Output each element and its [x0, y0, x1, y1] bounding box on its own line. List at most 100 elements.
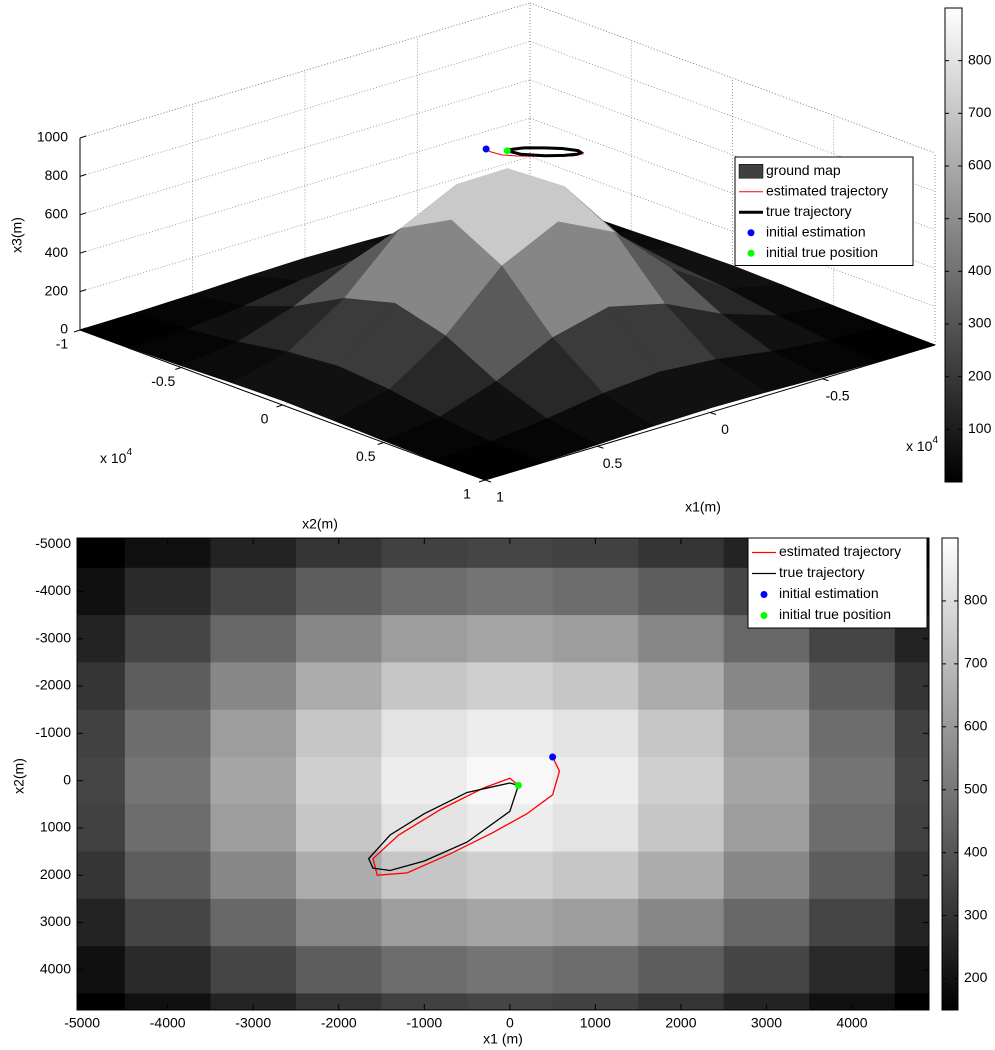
image-cell	[295, 804, 383, 853]
image-cell	[210, 662, 297, 711]
image-cell	[723, 946, 810, 994]
image-cell	[210, 756, 297, 805]
grid-line	[79, 2, 531, 139]
image-cell	[467, 709, 554, 758]
image-cell	[295, 946, 383, 994]
image-cell	[381, 662, 468, 711]
image-cell	[77, 615, 126, 663]
y-tick-label: 0.5	[356, 448, 376, 464]
y-tick-label: 4000	[40, 961, 71, 977]
image-cell	[210, 804, 297, 853]
x-tick-label: 0	[506, 1015, 514, 1031]
x-axis-label: x1(m)	[685, 499, 721, 515]
image-cell	[723, 709, 810, 758]
legend-swatch	[760, 612, 768, 619]
colorbar-tick-label: 800	[964, 592, 988, 608]
y-multiplier: x 104	[100, 447, 132, 466]
image-cell	[467, 898, 554, 947]
x-tick	[597, 445, 604, 449]
image-cell	[295, 993, 383, 1010]
image-cell	[210, 538, 297, 569]
image-cell	[809, 804, 896, 853]
image-cell	[638, 946, 725, 994]
legend-swatch	[738, 164, 764, 179]
x-tick-label: 3000	[751, 1015, 782, 1031]
x-tick-label: -3000	[235, 1015, 271, 1031]
colorbar	[944, 7, 963, 483]
point	[549, 753, 557, 761]
image-cell	[381, 756, 468, 805]
legend-box	[734, 156, 914, 266]
image-cell	[552, 538, 639, 569]
image-cell	[723, 851, 810, 900]
image-cell	[552, 709, 639, 758]
y-tick-label: 1000	[40, 819, 71, 835]
image-cell	[381, 946, 468, 994]
image-cell	[295, 615, 383, 663]
image-cell	[295, 898, 383, 947]
z-tick	[79, 135, 87, 139]
image-cell	[723, 756, 810, 805]
y-tick-label: 3000	[40, 913, 71, 929]
z-tick-label: 400	[45, 244, 69, 260]
colorbar	[941, 537, 959, 1011]
image-cell	[381, 993, 468, 1010]
image-cell	[77, 946, 126, 994]
image-cell	[381, 538, 468, 569]
z-tick-label: 1000	[37, 129, 68, 145]
y-tick-label: 1	[463, 486, 471, 502]
map-plot: -5000 -4000 -3000 -2000 -1000 0 1000 2000 3000 40…	[35, 535, 988, 1031]
z-tick-label: 800	[45, 167, 69, 183]
image-cell	[381, 567, 468, 616]
image-cell	[124, 756, 211, 805]
image-cell	[124, 993, 211, 1010]
legend-label: initial estimation	[766, 223, 866, 239]
surface-plot: -0.5 0 0.5 1 -1 -0.5 0 0.5 1 0 200 400 600 800 1000 100…	[37, 2, 992, 505]
trajectory	[367, 782, 520, 872]
image-cell	[124, 946, 211, 994]
image-cell	[723, 804, 810, 853]
colorbar-tick-label: 600	[968, 157, 992, 173]
image-cell	[295, 851, 383, 900]
image-cell	[124, 851, 211, 900]
image-cell	[77, 538, 126, 569]
image-cell	[638, 993, 725, 1010]
multiplier-exponent: 4	[126, 447, 132, 458]
colorbar-tick-label: 500	[964, 780, 988, 796]
image-cell	[552, 898, 639, 947]
image-cell	[210, 946, 297, 994]
x-tick-label: -1000	[406, 1015, 442, 1031]
colorbar-tick-label: 200	[964, 969, 988, 985]
x-tick-label: -4000	[150, 1015, 186, 1031]
image-cell	[210, 615, 297, 663]
x-tick-label: 4000	[836, 1015, 867, 1031]
y-tick	[73, 329, 81, 333]
grid-line	[79, 79, 531, 216]
image-cell	[124, 709, 211, 758]
image-cell	[809, 662, 896, 711]
y-tick-label: -3000	[35, 629, 71, 645]
image-cell	[77, 993, 126, 1010]
image-cell	[124, 804, 211, 853]
x-tick	[709, 412, 717, 415]
image-cell	[124, 615, 211, 663]
colorbar-tick-label: 400	[968, 262, 992, 278]
image-cell	[809, 851, 896, 900]
y-tick-label: -1000	[35, 724, 71, 740]
image-cell	[638, 709, 725, 758]
y-tick-label: 0	[261, 411, 269, 427]
legend-label: initial true position	[779, 606, 891, 622]
multiplier-base: x 10	[906, 438, 933, 454]
legend-label: true trajectory	[779, 564, 865, 580]
image-cell	[124, 567, 211, 616]
image-cell	[295, 662, 383, 711]
y-tick-label: -2000	[35, 677, 71, 693]
colorbar-tick-label: 300	[968, 315, 992, 331]
y-tick	[276, 404, 283, 408]
y-axis-label: x2(m)	[11, 758, 27, 794]
legend-label: ground map	[766, 162, 841, 178]
point	[482, 145, 490, 153]
image-cell	[77, 851, 126, 900]
